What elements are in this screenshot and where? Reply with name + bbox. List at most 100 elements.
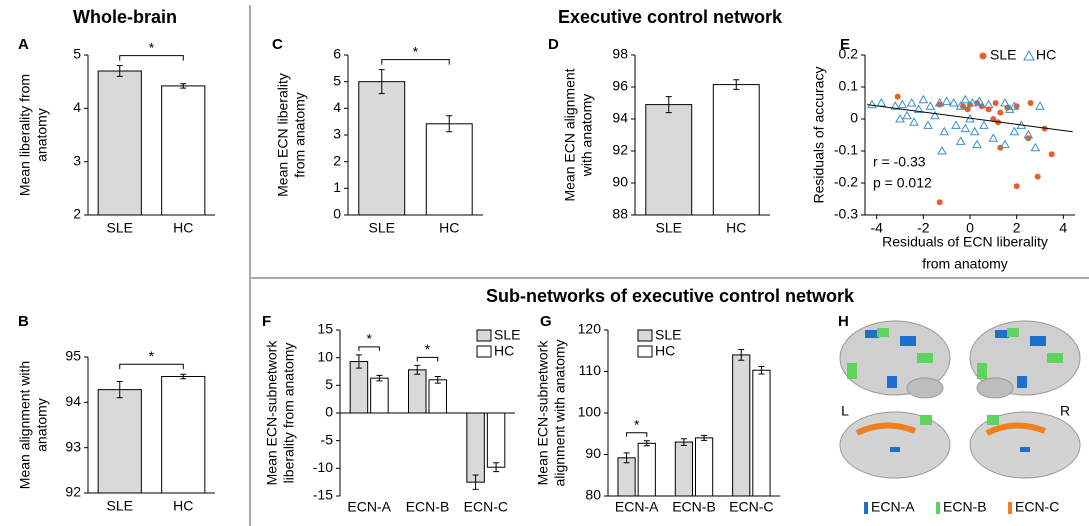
- error-bar: [116, 65, 123, 77]
- section-title: Whole-brain: [73, 7, 177, 27]
- point: [897, 99, 908, 109]
- point: [992, 100, 999, 106]
- legend-label: HC: [494, 343, 514, 359]
- brain-cerebellum: [906, 377, 944, 399]
- error-bar: [180, 373, 187, 380]
- error-bar: [414, 364, 421, 375]
- bar: [358, 81, 406, 216]
- bar: [695, 437, 714, 497]
- error-bar: [680, 438, 687, 446]
- legend-swatch: [1008, 502, 1012, 514]
- x-tick-label: SLE: [107, 498, 133, 514]
- error-bar: [180, 83, 187, 89]
- legend-marker: [1023, 49, 1035, 61]
- y-tick-label: 0: [333, 206, 341, 222]
- bar: [674, 441, 693, 497]
- significance-label: *: [149, 39, 155, 55]
- point: [890, 101, 901, 110]
- y-tick-label: 5: [333, 72, 341, 88]
- bar: [408, 369, 427, 414]
- panel-label: F: [262, 313, 271, 330]
- point: [948, 97, 959, 107]
- bar: [425, 123, 473, 216]
- panel-label: C: [272, 36, 283, 53]
- brain-cerebellum: [976, 377, 1014, 399]
- region: [985, 422, 1047, 436]
- point: [964, 106, 971, 113]
- point: [925, 101, 936, 110]
- significance-label: *: [149, 348, 155, 364]
- y-tick-label: 110: [579, 362, 602, 378]
- error-bar: [758, 366, 765, 375]
- region: [920, 415, 932, 425]
- error-bar: [643, 440, 650, 447]
- error-bar: [378, 69, 385, 95]
- y-tick-label: -15: [313, 487, 333, 503]
- y-axis-label: from anatomy: [292, 92, 308, 178]
- point: [1013, 183, 1020, 190]
- bar: [428, 379, 447, 414]
- y-tick-label: 4: [73, 99, 81, 115]
- region: [865, 330, 879, 338]
- region: [1047, 353, 1063, 363]
- bar: [161, 375, 206, 494]
- region: [1030, 336, 1046, 346]
- y-tick-label: 96: [612, 78, 628, 94]
- x-tick-label: 0: [966, 220, 974, 236]
- point: [974, 96, 985, 105]
- point: [1030, 142, 1041, 152]
- region: [1007, 328, 1019, 337]
- significance-label: *: [366, 331, 372, 347]
- y-axis-label: alignment with anatomy: [552, 339, 568, 486]
- legend-swatch: [864, 502, 868, 514]
- significance-bracket: [626, 432, 648, 437]
- legend-swatch: [637, 345, 653, 358]
- region: [847, 363, 857, 379]
- panel-label: D: [548, 36, 559, 53]
- region: [995, 330, 1009, 338]
- point: [909, 117, 919, 126]
- y-tick-label: 1: [333, 179, 341, 195]
- annotation: r = -0.33: [873, 154, 926, 170]
- legend-label: ECN-A: [871, 499, 915, 515]
- y-axis-label: anatomy: [34, 108, 50, 162]
- panel-label: E: [840, 36, 850, 53]
- point: [934, 97, 945, 107]
- x-tick-label: -2: [917, 220, 930, 236]
- legend-label: HC: [655, 343, 675, 359]
- point: [990, 116, 997, 122]
- significance-bracket: [381, 59, 450, 65]
- x-tick-label: ECN-B: [672, 499, 716, 515]
- legend-swatch: [476, 345, 492, 358]
- significance-bracket: [416, 356, 439, 362]
- region: [917, 353, 933, 363]
- error-bar: [355, 354, 362, 369]
- y-tick-label: 0: [325, 404, 333, 420]
- point: [936, 199, 943, 206]
- bar: [617, 457, 636, 497]
- point: [1041, 125, 1048, 132]
- point: [939, 126, 950, 136]
- point: [923, 120, 933, 129]
- point: [960, 94, 971, 104]
- point: [930, 110, 940, 120]
- x-tick-label: HC: [726, 220, 746, 236]
- legend-swatch: [936, 502, 940, 514]
- panel-label: G: [540, 313, 552, 330]
- x-axis-label: Residuals of ECN liberality: [882, 234, 1048, 250]
- y-tick-label: 0.2: [839, 46, 859, 62]
- point: [906, 97, 917, 107]
- legend-marker: [979, 52, 987, 60]
- point: [937, 145, 947, 155]
- x-tick-label: ECN-A: [615, 499, 659, 515]
- x-tick-label: HC: [173, 220, 193, 236]
- error-bar: [665, 96, 672, 114]
- x-tick-label: ECN-C: [464, 499, 508, 515]
- y-tick-label: 95: [65, 348, 81, 364]
- point: [960, 123, 971, 133]
- x-tick-label: 4: [1059, 220, 1067, 236]
- y-tick-label: -0.1: [834, 142, 858, 158]
- point: [1035, 101, 1045, 110]
- x-axis-label: from anatomy: [922, 256, 1008, 272]
